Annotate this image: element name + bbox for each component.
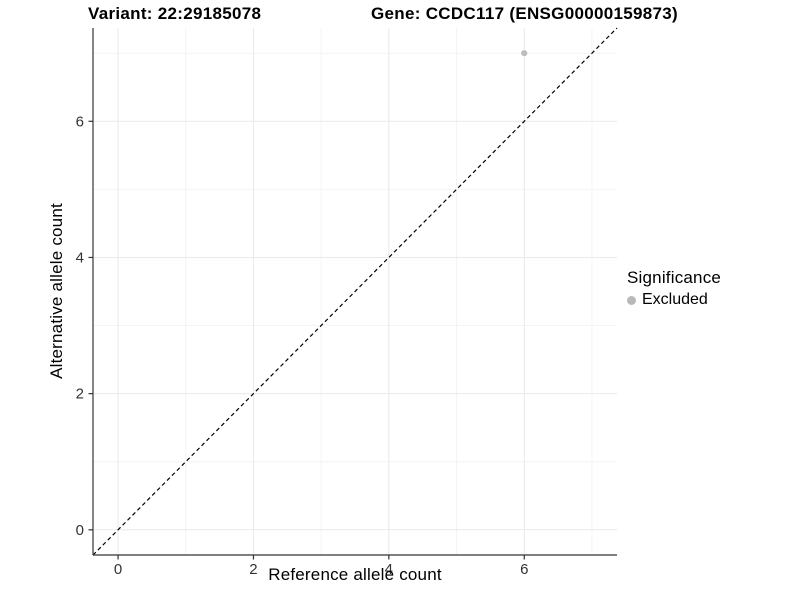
x-tick-label: 6 [520, 561, 528, 578]
x-tick-label: 0 [114, 561, 122, 578]
y-tick-label: 0 [76, 522, 84, 539]
y-axis-title: Alternative allele count [47, 203, 66, 379]
x-tick-label: 2 [249, 561, 257, 578]
identity-line [92, 27, 618, 556]
legend-entry-excluded: Excluded [627, 291, 721, 309]
legend-entry-label: Excluded [642, 291, 708, 308]
y-tick-label: 6 [76, 113, 84, 130]
x-axis-title: Reference allele count [268, 565, 442, 584]
y-tick-label: 2 [76, 386, 84, 403]
plot-title-variant: Variant: 22:29185078 [88, 4, 262, 23]
legend-swatch-excluded-icon [627, 295, 636, 305]
y-tick-label: 4 [76, 249, 84, 266]
legend: Significance Excluded [627, 268, 721, 309]
plot-title-gene: Gene: CCDC117 (ENSG00000159873) [371, 4, 678, 23]
data-point [521, 50, 528, 57]
legend-title: Significance [627, 268, 722, 287]
x-tick-label: 4 [385, 561, 393, 578]
